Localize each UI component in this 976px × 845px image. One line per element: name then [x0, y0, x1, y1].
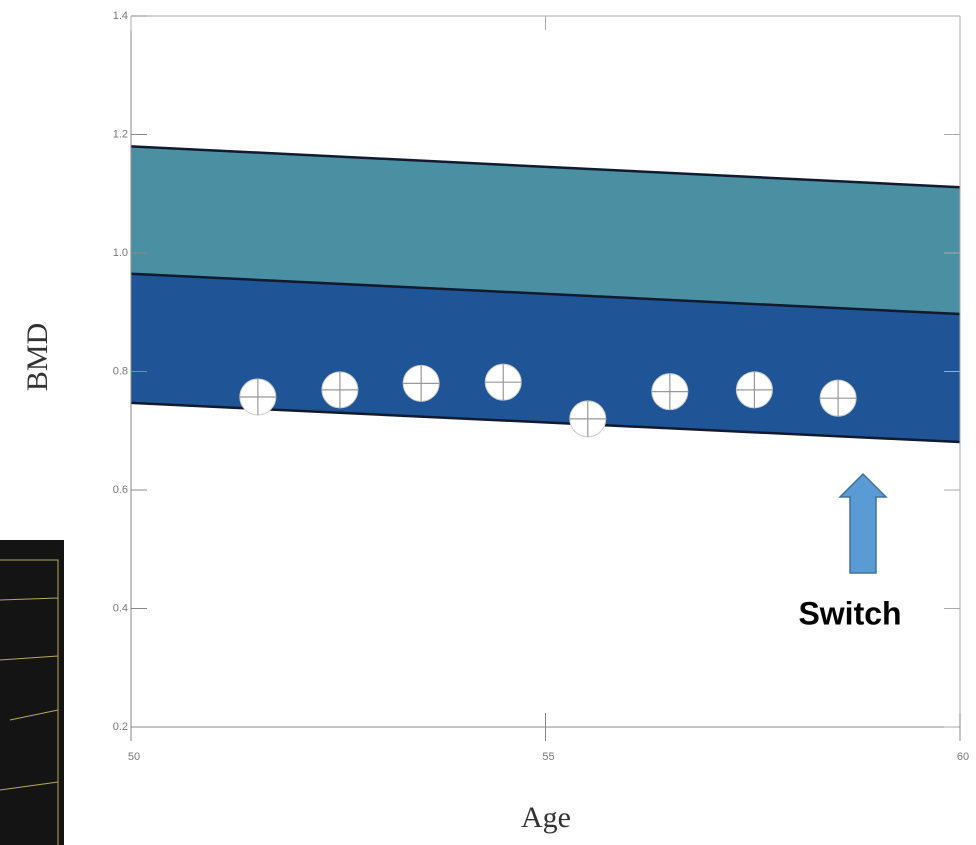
y-axis-title: BMD [21, 323, 54, 391]
x-tick-label: 55 [542, 751, 554, 763]
y-tick-label: 1.4 [113, 10, 128, 22]
y-tick-label: 0.8 [113, 365, 128, 377]
data-point [322, 372, 358, 408]
annotation: Switch [798, 595, 901, 631]
x-tick-label: 50 [128, 751, 140, 763]
data-point [570, 401, 606, 437]
y-tick-label: 0.6 [113, 484, 128, 496]
background-image-fragment [0, 540, 64, 845]
x-axis-title: Age [521, 801, 571, 834]
y-tick-label: 1.0 [113, 247, 128, 259]
data-point [485, 364, 521, 400]
plot-area: 0.2 0.4 0.6 0.8 1.0 1.2 1.4 50 55 60 [113, 10, 969, 763]
y-tick-label: 0.2 [113, 721, 128, 733]
chart: 0.2 0.4 0.6 0.8 1.0 1.2 1.4 50 55 60 Age BMD Swit… [0, 0, 976, 845]
y-tick-label: 1.2 [113, 128, 128, 140]
x-tick-label: 60 [957, 751, 969, 763]
data-point [652, 374, 688, 410]
data-point [736, 372, 772, 408]
y-tick-label: 0.4 [113, 602, 128, 614]
data-point [403, 365, 439, 401]
data-point [240, 379, 276, 415]
data-point [820, 380, 856, 416]
arrow [840, 474, 886, 573]
